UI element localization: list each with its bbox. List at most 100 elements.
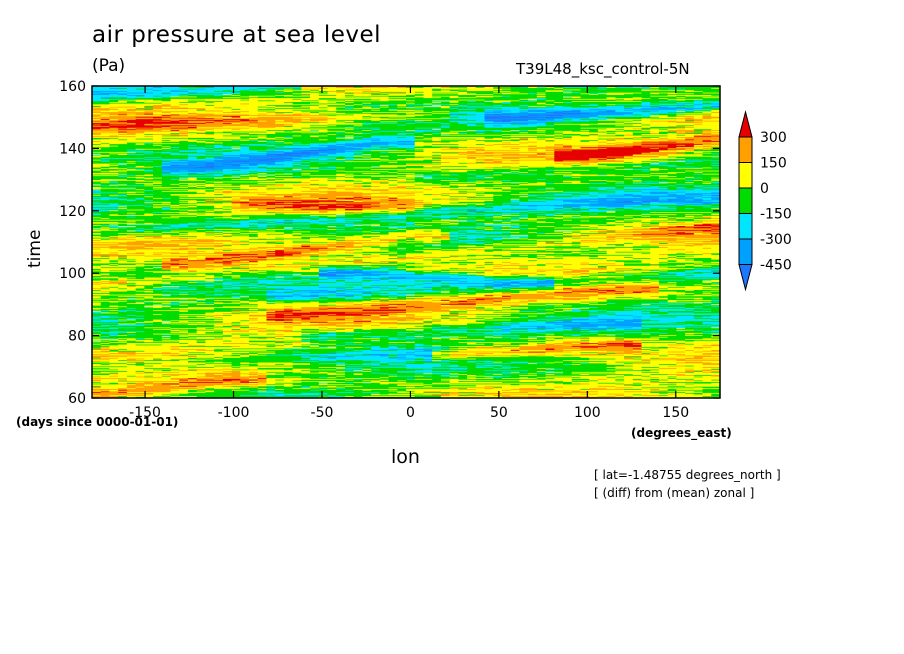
heatmap-cell <box>126 324 145 326</box>
heatmap-cell <box>432 383 442 385</box>
heatmap-cell <box>658 332 668 334</box>
heatmap-cell <box>92 304 102 306</box>
heatmap-cell <box>484 328 503 330</box>
heatmap-cell <box>231 344 241 346</box>
heatmap-cell <box>196 357 215 359</box>
heatmap-cell <box>240 298 267 300</box>
heatmap-cell <box>336 363 372 365</box>
heatmap-cell <box>658 393 668 395</box>
heatmap-cell <box>501 387 607 389</box>
heatmap-cell <box>144 336 163 338</box>
heatmap-cell <box>676 344 686 347</box>
heatmap-cell <box>467 321 477 323</box>
heatmap-cell <box>257 319 267 321</box>
heatmap-cell <box>118 330 136 332</box>
heatmap-cell <box>658 367 668 369</box>
heatmap-cell <box>528 382 546 384</box>
heatmap-cell <box>632 312 642 314</box>
heatmap-cell <box>563 327 573 329</box>
heatmap-cell <box>100 303 145 305</box>
heatmap-cell <box>519 323 538 325</box>
heatmap-cell <box>423 351 433 354</box>
heatmap-cell <box>196 387 206 390</box>
heatmap-cell <box>301 356 320 358</box>
heatmap-cell <box>606 364 625 366</box>
heatmap-cell <box>615 394 625 397</box>
heatmap-cell <box>161 394 171 396</box>
heatmap-cell <box>615 334 625 336</box>
heatmap-cell <box>676 357 686 359</box>
heatmap-cell <box>240 366 293 368</box>
heatmap-cell <box>301 313 328 315</box>
heatmap-cell <box>536 344 564 347</box>
heatmap-cell <box>353 295 363 297</box>
heatmap-cell <box>344 323 354 325</box>
heatmap-cell <box>414 316 442 319</box>
heatmap-cell <box>92 322 110 324</box>
heatmap-cell <box>484 317 494 319</box>
heatmap-cell <box>161 352 171 354</box>
heatmap-cell <box>249 394 276 397</box>
heatmap-cell <box>632 365 668 367</box>
heatmap-cell <box>432 386 450 388</box>
heatmap-cell <box>196 369 206 372</box>
heatmap-cell <box>170 309 189 312</box>
heatmap-cell <box>458 332 477 334</box>
heatmap-cell <box>493 366 503 368</box>
heatmap-cell <box>118 344 128 347</box>
heatmap-cell <box>406 360 424 362</box>
heatmap-cell <box>528 395 564 397</box>
heatmap-cell <box>458 378 468 380</box>
heatmap-cell <box>475 355 494 357</box>
heatmap-cell <box>571 383 599 386</box>
heatmap-cell <box>667 346 677 348</box>
heatmap-cell <box>624 341 634 343</box>
heatmap-cell <box>266 349 293 351</box>
heatmap-cell <box>580 369 590 372</box>
heatmap-cell <box>379 299 389 301</box>
heatmap-cell <box>563 344 581 347</box>
heatmap-cell <box>432 345 442 347</box>
heatmap-cell <box>458 300 468 302</box>
heatmap-cell <box>406 295 416 297</box>
heatmap-cell <box>406 366 416 368</box>
heatmap-cell <box>510 396 529 398</box>
heatmap-cell <box>693 309 703 312</box>
heatmap-cell <box>310 363 337 365</box>
heatmap-cell <box>266 315 276 317</box>
heatmap-cell <box>292 302 302 305</box>
heatmap-cell <box>685 369 712 372</box>
heatmap-cell <box>458 337 485 340</box>
heatmap-cell <box>100 358 128 360</box>
heatmap-cell <box>667 330 677 332</box>
heatmap-cell <box>397 295 424 297</box>
heatmap-cell <box>580 304 590 306</box>
heatmap-cell <box>257 337 267 340</box>
heatmap-cell <box>650 363 660 365</box>
heatmap-cell <box>249 364 259 366</box>
heatmap-cell <box>641 328 660 330</box>
heatmap-cell <box>353 378 363 380</box>
heatmap-cell <box>118 359 128 361</box>
heatmap-cell <box>440 337 450 340</box>
heatmap-cell <box>92 295 110 297</box>
heatmap-cell <box>301 330 320 333</box>
heatmap-cell <box>222 365 241 367</box>
heatmap-cell <box>667 361 686 363</box>
heatmap-cell <box>545 396 555 398</box>
heatmap-cell <box>397 314 407 316</box>
heatmap-cell <box>519 336 538 338</box>
heatmap-cell <box>440 357 450 359</box>
heatmap-cell <box>606 329 634 331</box>
heatmap-cell <box>510 362 520 364</box>
heatmap-cell <box>144 369 163 372</box>
heatmap-cell <box>336 344 346 347</box>
heatmap-cell <box>475 295 485 297</box>
heatmap-cell <box>318 396 328 398</box>
heatmap-cell <box>528 387 538 390</box>
heatmap-cell <box>353 337 363 340</box>
heatmap-cell <box>336 303 346 305</box>
heatmap-cell <box>545 315 555 317</box>
heatmap-cell <box>693 335 712 337</box>
heatmap-cell <box>318 330 328 333</box>
